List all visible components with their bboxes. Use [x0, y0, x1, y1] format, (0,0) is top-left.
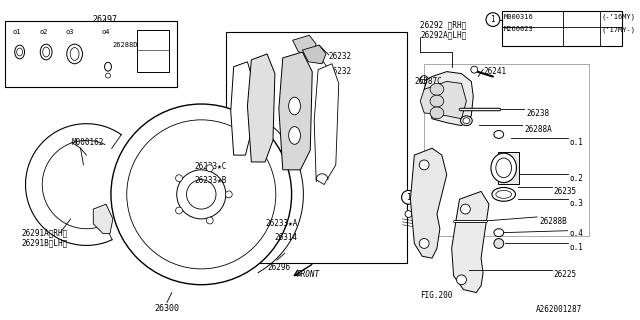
Ellipse shape [494, 131, 504, 138]
Polygon shape [248, 54, 275, 162]
Ellipse shape [127, 120, 276, 269]
Circle shape [405, 211, 412, 217]
Ellipse shape [430, 95, 444, 107]
Circle shape [206, 217, 213, 224]
Text: 26292A〈LH〉: 26292A〈LH〉 [420, 30, 467, 39]
Bar [424, 64, 589, 236]
Ellipse shape [491, 153, 516, 183]
Circle shape [401, 190, 415, 204]
Ellipse shape [461, 116, 472, 126]
Circle shape [206, 165, 213, 172]
Text: 26288D: 26288D [113, 42, 138, 48]
Text: 26232: 26232 [329, 67, 352, 76]
Text: 26292 〈RH〉: 26292 〈RH〉 [420, 20, 467, 29]
Text: 26232: 26232 [329, 52, 352, 61]
Circle shape [225, 191, 232, 198]
Text: o.4: o.4 [570, 229, 583, 238]
Text: 26233★C: 26233★C [195, 162, 227, 171]
Bar [138, 30, 169, 72]
Text: o1: o1 [13, 29, 21, 36]
Text: o.1: o.1 [570, 138, 583, 148]
Ellipse shape [40, 44, 52, 60]
Text: 26241: 26241 [483, 67, 506, 76]
Ellipse shape [430, 107, 444, 119]
Ellipse shape [492, 188, 515, 201]
Text: M260023: M260023 [504, 27, 534, 32]
Circle shape [461, 204, 470, 214]
Ellipse shape [496, 158, 511, 178]
Ellipse shape [463, 118, 470, 124]
Text: 26238: 26238 [526, 109, 549, 118]
Ellipse shape [496, 190, 511, 198]
Text: 26291A〈RH〉: 26291A〈RH〉 [22, 229, 68, 238]
Text: 1: 1 [406, 193, 411, 202]
Circle shape [494, 238, 504, 248]
Text: o3: o3 [66, 29, 74, 36]
Bar [226, 32, 408, 263]
Text: 26225: 26225 [554, 270, 577, 279]
Text: FRONT: FRONT [296, 270, 319, 279]
Bar [5, 20, 177, 87]
Text: (’17MY-): (’17MY-) [602, 27, 636, 33]
Ellipse shape [289, 97, 300, 115]
Ellipse shape [430, 84, 444, 95]
Text: 26288B: 26288B [539, 217, 567, 226]
Polygon shape [452, 191, 489, 292]
Polygon shape [424, 72, 473, 126]
Polygon shape [410, 148, 447, 258]
Circle shape [471, 66, 477, 73]
Text: 26297: 26297 [93, 15, 118, 24]
Circle shape [420, 76, 428, 84]
Text: 26235: 26235 [554, 187, 577, 196]
Text: 26288A: 26288A [524, 125, 552, 134]
Circle shape [456, 275, 467, 285]
Text: o.3: o.3 [570, 199, 583, 208]
Text: o.1: o.1 [570, 244, 583, 252]
Ellipse shape [17, 48, 22, 56]
Text: (-’16MY): (-’16MY) [602, 14, 636, 20]
Polygon shape [420, 82, 467, 119]
Ellipse shape [494, 229, 504, 236]
Text: 26233★A: 26233★A [265, 219, 298, 228]
Text: M000162: M000162 [72, 138, 104, 148]
Polygon shape [231, 62, 253, 155]
Ellipse shape [43, 47, 49, 57]
Text: M000316: M000316 [504, 14, 534, 20]
Ellipse shape [15, 45, 24, 59]
Polygon shape [279, 52, 312, 170]
Ellipse shape [67, 44, 83, 64]
Polygon shape [314, 64, 339, 185]
Circle shape [419, 238, 429, 248]
Bar [502, 11, 621, 46]
Text: 26387C: 26387C [414, 76, 442, 85]
Polygon shape [303, 45, 326, 64]
Circle shape [106, 73, 111, 78]
Text: 26300: 26300 [154, 304, 179, 313]
Text: 26314: 26314 [275, 233, 298, 242]
Polygon shape [292, 35, 316, 54]
Ellipse shape [70, 48, 79, 60]
Circle shape [486, 13, 500, 27]
Text: FIG.200: FIG.200 [420, 291, 452, 300]
Circle shape [419, 160, 429, 170]
Polygon shape [93, 204, 113, 234]
Text: 26233★B: 26233★B [195, 176, 227, 185]
Ellipse shape [186, 180, 216, 209]
Ellipse shape [104, 62, 111, 71]
Ellipse shape [177, 170, 226, 219]
Text: 26296: 26296 [267, 263, 290, 272]
Text: o.2: o.2 [570, 174, 583, 183]
Text: A262001287: A262001287 [536, 305, 582, 314]
Text: 1: 1 [491, 15, 495, 24]
Circle shape [175, 207, 182, 214]
Text: 26291B〈LH〉: 26291B〈LH〉 [22, 238, 68, 248]
Bar [498, 152, 520, 184]
Circle shape [175, 175, 182, 182]
Text: o2: o2 [39, 29, 48, 36]
Ellipse shape [289, 127, 300, 144]
Ellipse shape [111, 104, 292, 285]
Text: o4: o4 [101, 29, 109, 36]
